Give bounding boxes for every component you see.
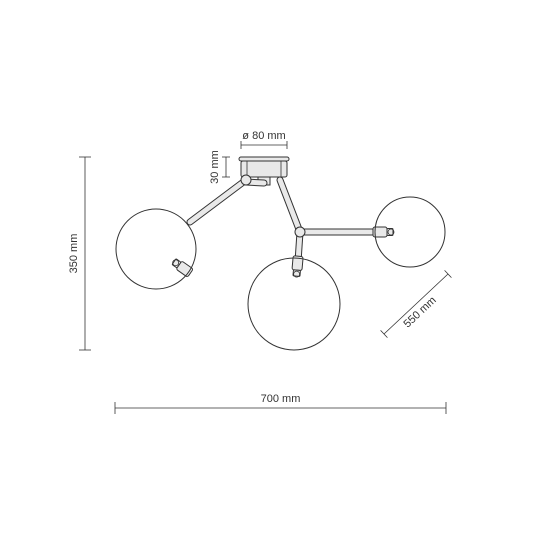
technical-drawing: 700 mm350 mmø 80 mm30 mm550 mm bbox=[0, 0, 550, 550]
dim-width-label: 700 mm bbox=[261, 393, 301, 405]
dim-mount-height-label: 30 mm bbox=[209, 150, 221, 184]
mount-body bbox=[241, 161, 287, 177]
mount-cap bbox=[239, 157, 289, 161]
dim-height-label: 350 mm bbox=[68, 234, 80, 274]
dim-mount-diameter-label: ø 80 mm bbox=[242, 130, 285, 142]
bulb-right-socket bbox=[373, 227, 393, 237]
